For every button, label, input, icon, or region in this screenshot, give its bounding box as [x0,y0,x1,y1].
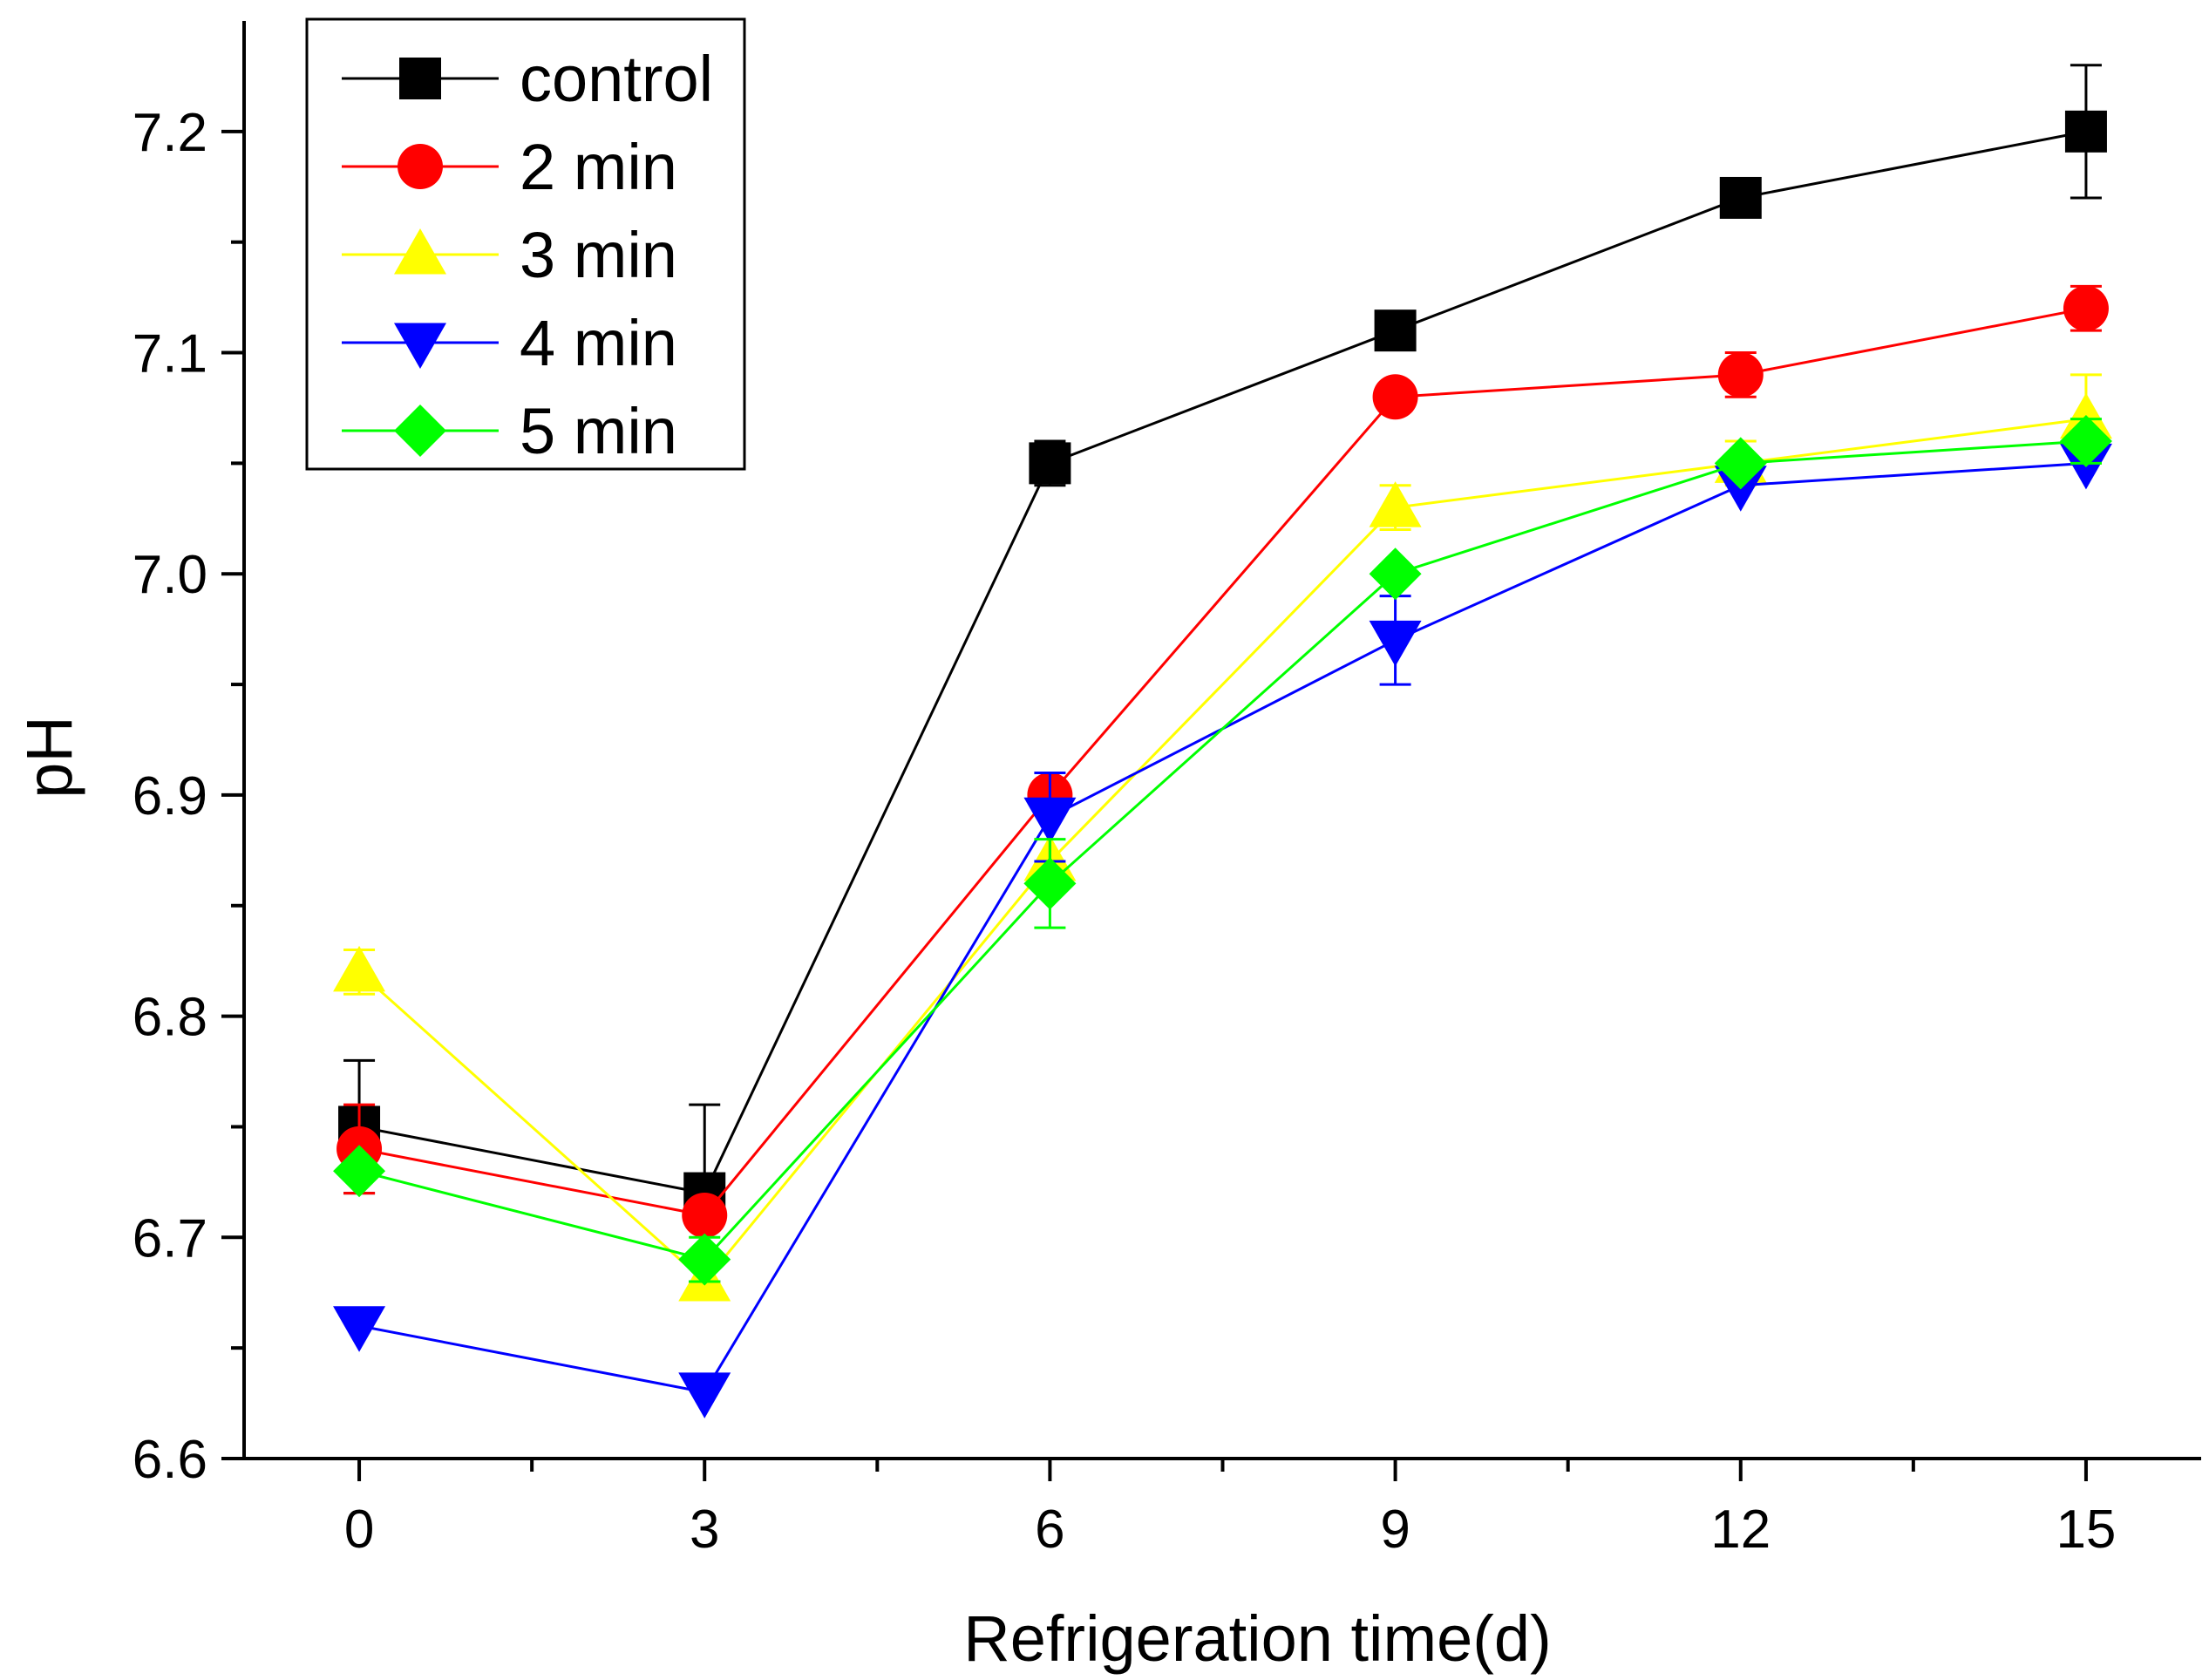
y-tick-label: 7.0 [133,545,207,605]
legend-label: 5 min [520,395,677,467]
x-tick-label: 12 [1710,1500,1771,1560]
legend-item: 5 min [342,395,677,467]
data-point [682,1192,728,1238]
data-point [2059,415,2112,468]
data-point [678,1372,731,1418]
legend-marker [394,405,446,457]
legend-label: 4 min [520,307,677,379]
legend-box [305,17,746,471]
y-tick-label: 6.9 [133,766,207,826]
series-layer [333,64,2112,1418]
data-point [1717,351,1764,398]
x-axis-title: Refrigeration time(d) [963,1602,1551,1675]
data-point [1369,481,1422,527]
series-line [358,307,2087,1217]
data-point [1719,176,1762,219]
x-tick-label: 0 [344,1500,374,1560]
x-tick-label: 6 [1035,1500,1064,1560]
data-point [1372,374,1418,420]
data-point [678,1233,731,1286]
data-point [1029,442,1071,485]
legend-item: 4 min [342,307,677,379]
series-3-min [333,373,2112,1302]
y-tick-label: 7.2 [133,103,207,163]
series-4-min [333,443,2112,1418]
data-point [333,945,386,992]
data-point [1023,857,1077,910]
data-point [1369,620,1422,667]
data-point [333,1145,386,1198]
series-line [358,461,2087,1394]
data-point [1374,309,1417,352]
legend-item: 2 min [342,131,677,203]
data-point [1023,797,1077,844]
series-line [358,418,2087,1284]
data-point [1714,437,1767,490]
x-tick-label: 3 [690,1500,719,1560]
legend-item: 3 min [342,219,677,291]
legend-item: control [342,43,713,115]
series-line [358,439,2087,1262]
series-line [358,130,2087,1195]
legend-marker [394,323,446,369]
data-point [1369,548,1422,601]
series-control [338,64,2107,1283]
y-tick-label: 6.7 [133,1208,207,1269]
legend-label: 3 min [520,219,677,291]
series-5-min [333,415,2112,1286]
legend-marker [398,144,443,189]
y-axis-title: pH [13,716,85,799]
data-point [2064,110,2107,153]
legend: control 2 min 3 min 4 min 5 min [305,17,746,471]
legend-label: 2 min [520,131,677,203]
y-tick-label: 7.1 [133,324,207,384]
data-point [2063,285,2109,331]
y-tick-label: 6.6 [133,1430,207,1490]
legend-marker [399,58,441,99]
legend-label: control [520,43,713,115]
x-tick-label: 9 [1380,1500,1410,1560]
legend-marker [394,228,446,275]
y-tick-label: 6.8 [133,988,207,1048]
x-tick-label: 15 [2056,1500,2116,1560]
data-point [333,1306,386,1352]
axes: 6.6 6.7 6.8 6.9 7.0 7.1 7.2 0 3 6 9 12 15 [133,21,2201,1560]
